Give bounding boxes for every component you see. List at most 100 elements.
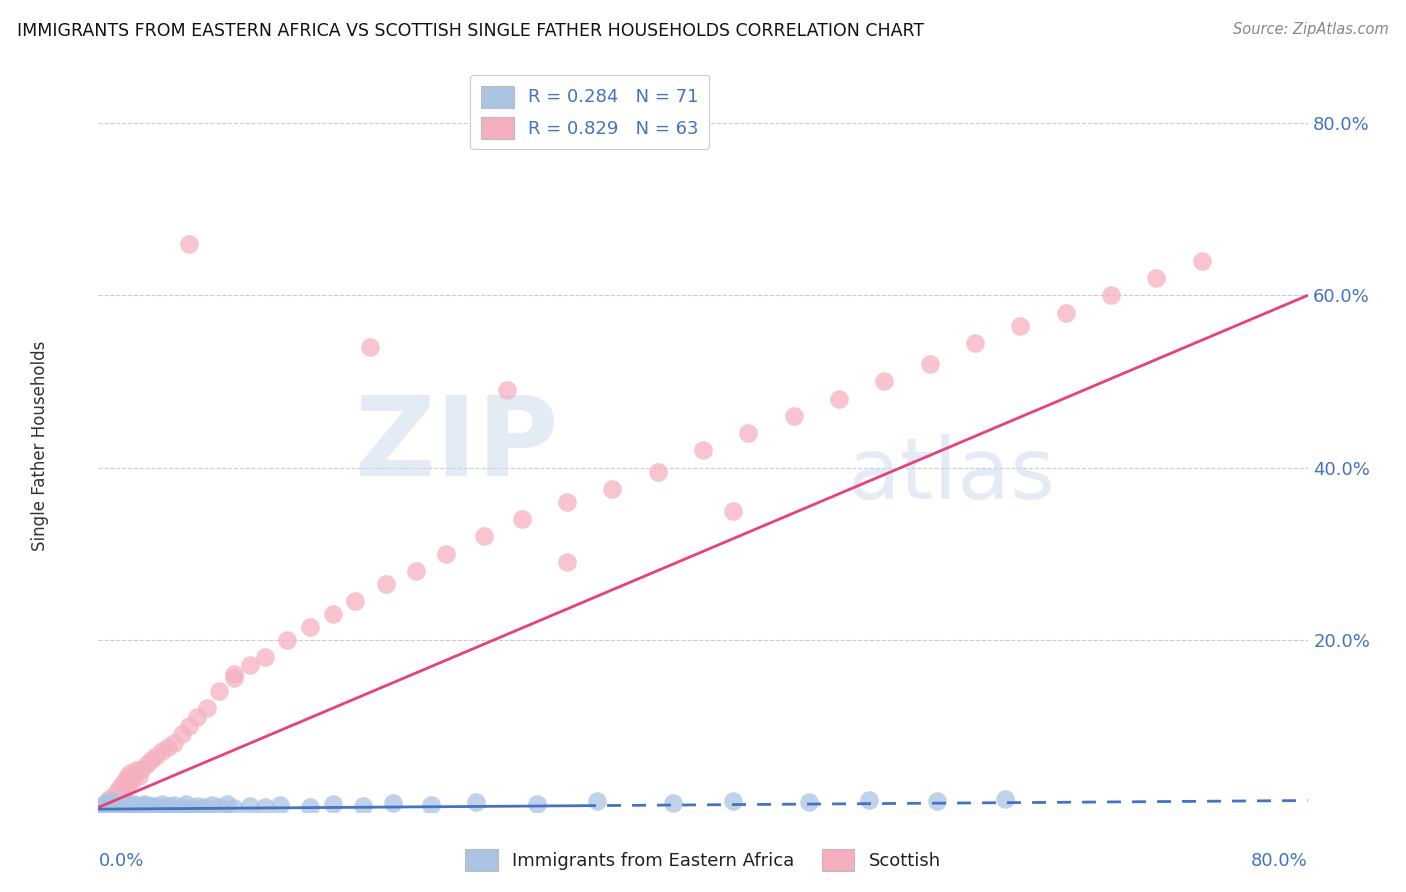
Point <box>96 801 118 815</box>
Text: 80.0%: 80.0% <box>1251 852 1308 870</box>
Point <box>163 736 186 750</box>
Point <box>136 797 159 812</box>
Point <box>858 792 880 806</box>
Point <box>141 753 163 767</box>
Point <box>360 340 382 354</box>
Point <box>1144 271 1167 285</box>
Point <box>224 671 246 685</box>
Point <box>107 802 129 816</box>
Point <box>737 426 759 441</box>
Point <box>104 801 127 815</box>
Point <box>193 800 215 814</box>
Point <box>495 383 517 397</box>
Point <box>156 740 179 755</box>
Point <box>129 798 152 813</box>
Text: IMMIGRANTS FROM EASTERN AFRICA VS SCOTTISH SINGLE FATHER HOUSEHOLDS CORRELATION : IMMIGRANTS FROM EASTERN AFRICA VS SCOTTI… <box>17 22 924 40</box>
Point <box>1191 254 1213 268</box>
Point <box>98 792 121 806</box>
Point <box>98 798 121 813</box>
Point <box>101 797 124 812</box>
Point <box>101 797 124 811</box>
Point <box>253 649 276 664</box>
Point <box>128 799 150 814</box>
Text: Single Father Households: Single Father Households <box>31 341 49 551</box>
Point <box>115 770 138 784</box>
Point <box>201 797 224 812</box>
Point <box>692 443 714 458</box>
Point <box>94 796 117 810</box>
Point <box>1054 305 1077 319</box>
Point <box>269 797 291 812</box>
Point <box>107 798 129 813</box>
Point <box>112 796 135 810</box>
Point <box>114 801 136 815</box>
Point <box>208 799 231 814</box>
Point <box>135 801 157 815</box>
Point <box>143 798 166 813</box>
Text: atlas: atlas <box>848 434 1056 516</box>
Point <box>160 800 183 814</box>
Point <box>195 701 218 715</box>
Point <box>127 802 149 816</box>
Point <box>114 780 136 795</box>
Point <box>586 794 609 808</box>
Point <box>108 789 131 804</box>
Point <box>150 744 173 758</box>
Point <box>103 799 125 814</box>
Point <box>118 802 141 816</box>
Point <box>153 801 176 815</box>
Point <box>150 797 173 811</box>
Legend: Immigrants from Eastern Africa, Scottish: Immigrants from Eastern Africa, Scottish <box>458 842 948 879</box>
Point <box>179 236 201 251</box>
Point <box>112 774 135 789</box>
Point <box>103 788 125 802</box>
Point <box>374 576 396 591</box>
Point <box>1099 288 1122 302</box>
Point <box>120 766 142 780</box>
Point <box>647 465 669 479</box>
Point <box>141 800 163 814</box>
Point <box>224 801 246 815</box>
Point <box>111 786 134 800</box>
Point <box>179 719 201 733</box>
Point <box>994 792 1017 806</box>
Point <box>170 727 193 741</box>
Text: Source: ZipAtlas.com: Source: ZipAtlas.com <box>1233 22 1389 37</box>
Text: 0.0%: 0.0% <box>98 852 143 870</box>
Point <box>344 594 367 608</box>
Point <box>322 607 344 621</box>
Point <box>783 409 806 423</box>
Point <box>828 392 851 406</box>
Point <box>224 667 246 681</box>
Point <box>91 797 114 812</box>
Point <box>797 795 820 809</box>
Point <box>465 795 488 809</box>
Point <box>723 503 745 517</box>
Point <box>94 799 117 814</box>
Point <box>434 547 457 561</box>
Point <box>105 794 128 808</box>
Point <box>299 620 322 634</box>
Point <box>723 793 745 807</box>
Point <box>873 375 896 389</box>
Point <box>100 800 122 814</box>
Point <box>352 798 374 813</box>
Point <box>918 357 941 371</box>
Point <box>239 798 262 813</box>
Point <box>124 801 146 815</box>
Point <box>107 783 129 797</box>
Point <box>602 482 624 496</box>
Point <box>420 797 443 812</box>
Point <box>299 799 322 814</box>
Point <box>156 798 179 813</box>
Point <box>110 779 132 793</box>
Point <box>131 800 153 814</box>
Point <box>93 802 115 816</box>
Point <box>405 564 427 578</box>
Point <box>526 797 548 811</box>
Point <box>91 800 114 814</box>
Point <box>115 797 138 812</box>
Point <box>128 768 150 782</box>
Point <box>965 335 987 350</box>
Point <box>148 799 170 814</box>
